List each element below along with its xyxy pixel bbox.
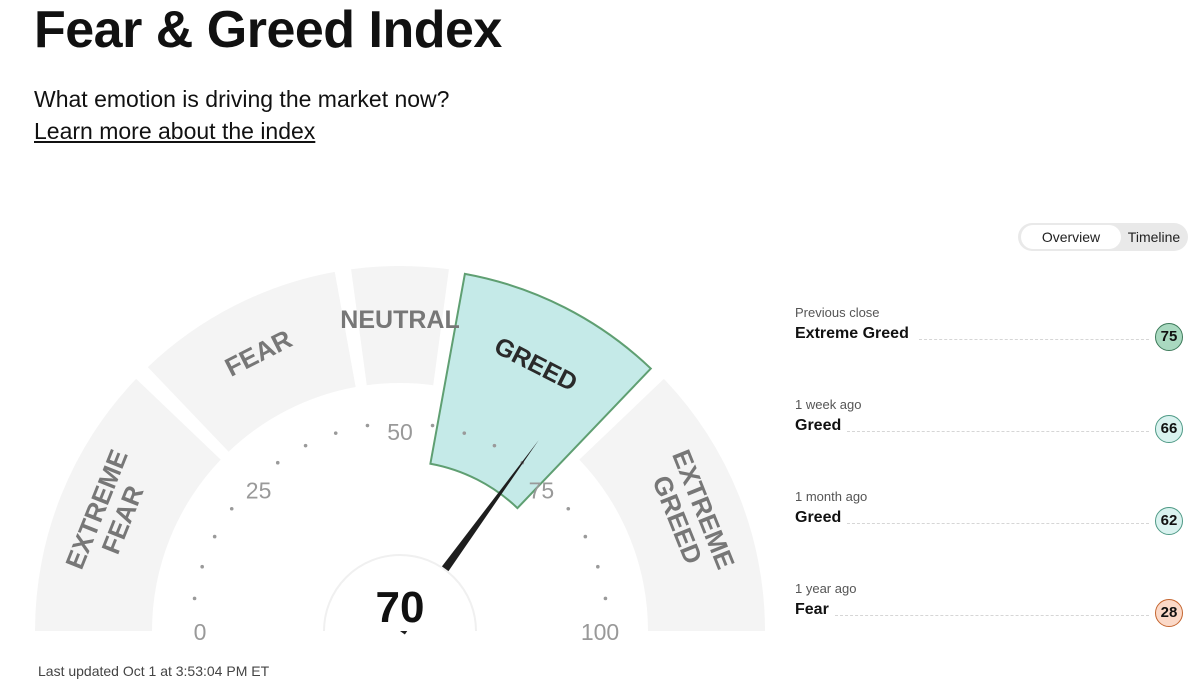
history-rating: Greed xyxy=(795,509,842,526)
history-rating: Fear xyxy=(795,601,829,618)
page-subtitle: What emotion is driving the market now? xyxy=(34,86,450,112)
segment-fear xyxy=(147,271,356,452)
history-value-badge: 28 xyxy=(1155,599,1183,627)
learn-more-link[interactable]: Learn more about the index xyxy=(34,118,316,144)
history-label: 1 month ago xyxy=(795,489,868,504)
timeline-tab[interactable]: Timeline xyxy=(1127,229,1181,245)
scale-dot xyxy=(566,506,571,511)
history-1-year-ago: 1 year ago Fear 28 xyxy=(795,581,1183,641)
gauge-hub xyxy=(324,555,476,631)
segment-greed-active xyxy=(429,272,653,510)
history-label: Previous close xyxy=(795,305,880,320)
overview-tab[interactable]: Overview xyxy=(1021,225,1121,249)
scale-dot xyxy=(462,431,467,435)
history-rating: Greed xyxy=(795,417,842,434)
scale-dot xyxy=(229,506,234,511)
history-1-week-ago: 1 week ago Greed 66 xyxy=(795,397,1183,457)
scale-label-50: 50 xyxy=(387,419,413,445)
scale-dot xyxy=(303,443,308,448)
scale-dot xyxy=(583,534,588,539)
history-divider xyxy=(847,431,1149,432)
history-label: 1 year ago xyxy=(795,581,857,596)
history-value-badge: 75 xyxy=(1155,323,1183,351)
scale-label-25: 25 xyxy=(246,478,272,504)
scale-dot xyxy=(333,431,338,435)
history-label: 1 week ago xyxy=(795,397,862,412)
scale-dot xyxy=(212,534,217,539)
scale-dot xyxy=(430,423,435,428)
segment-extreme-fear xyxy=(35,378,221,631)
scale-dot xyxy=(192,596,197,601)
scale-dot xyxy=(275,460,280,465)
history-rating: Extreme Greed xyxy=(795,325,909,342)
history-divider xyxy=(835,615,1149,616)
scale-dot xyxy=(365,423,370,428)
view-toggle: Overview Timeline xyxy=(1018,223,1188,251)
gauge-hub-rim xyxy=(323,554,477,632)
segment-extreme-greed xyxy=(579,378,765,631)
history-value-badge: 66 xyxy=(1155,415,1183,443)
segment-neutral xyxy=(351,266,449,386)
history-previous-close: Previous close Extreme Greed 75 xyxy=(795,305,1183,365)
scale-label-75: 75 xyxy=(529,478,555,504)
segment-label-neutral: NEUTRAL xyxy=(340,306,459,334)
scale-dot xyxy=(596,564,600,569)
scale-dot xyxy=(492,443,497,448)
last-updated-text: Last updated Oct 1 at 3:53:04 PM ET xyxy=(38,663,270,679)
history-value-badge: 62 xyxy=(1155,507,1183,535)
history-1-month-ago: 1 month ago Greed 62 xyxy=(795,489,1183,549)
fear-greed-gauge: EXTREMEFEARFEARNEUTRALGREEDEXTREMEGREED … xyxy=(35,266,765,645)
gauge-value: 70 xyxy=(376,583,425,632)
scale-dot xyxy=(603,596,608,601)
history-divider xyxy=(919,339,1149,340)
scale-dot xyxy=(200,564,204,569)
scale-label-100: 100 xyxy=(581,619,619,645)
page-title: Fear & Greed Index xyxy=(34,1,502,59)
scale-label-0: 0 xyxy=(194,619,207,645)
history-divider xyxy=(847,523,1149,524)
